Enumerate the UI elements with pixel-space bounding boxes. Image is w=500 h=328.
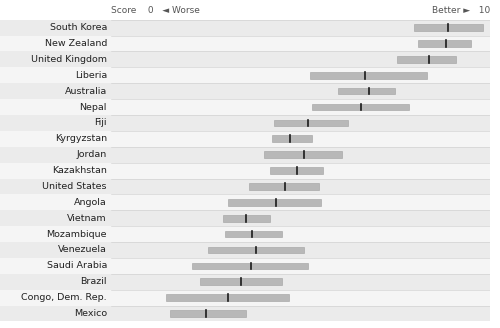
Text: Congo, Dem. Rep.: Congo, Dem. Rep. <box>22 293 107 302</box>
Bar <box>111 20 490 35</box>
FancyBboxPatch shape <box>272 135 312 142</box>
Text: Australia: Australia <box>65 87 107 96</box>
Bar <box>111 35 490 51</box>
Text: Jordan: Jordan <box>77 150 107 159</box>
FancyBboxPatch shape <box>208 247 304 253</box>
FancyBboxPatch shape <box>170 310 246 317</box>
Text: Mozambique: Mozambique <box>46 230 107 238</box>
Bar <box>111 67 490 83</box>
FancyBboxPatch shape <box>312 104 408 110</box>
FancyBboxPatch shape <box>264 151 342 158</box>
Bar <box>111 163 490 178</box>
FancyBboxPatch shape <box>250 183 320 190</box>
Bar <box>111 290 490 306</box>
Text: Saudi Arabia: Saudi Arabia <box>46 261 107 270</box>
Text: Liberia: Liberia <box>75 71 107 80</box>
Text: Kazakhstan: Kazakhstan <box>52 166 107 175</box>
FancyBboxPatch shape <box>166 294 289 301</box>
Text: Venezuela: Venezuela <box>58 245 107 255</box>
Bar <box>111 210 490 226</box>
Text: Score    0   ◄ Worse: Score 0 ◄ Worse <box>111 6 200 15</box>
FancyBboxPatch shape <box>397 56 456 63</box>
FancyBboxPatch shape <box>224 231 281 237</box>
Bar <box>111 274 490 290</box>
Text: South Korea: South Korea <box>50 23 107 32</box>
Text: Angola: Angola <box>74 198 107 207</box>
Text: Kyrgyzstan: Kyrgyzstan <box>55 134 107 143</box>
FancyBboxPatch shape <box>310 72 428 79</box>
Bar <box>111 258 490 274</box>
FancyBboxPatch shape <box>192 262 308 269</box>
FancyBboxPatch shape <box>200 278 281 285</box>
Bar <box>111 242 490 258</box>
FancyBboxPatch shape <box>270 167 323 174</box>
Text: United Kingdom: United Kingdom <box>31 55 107 64</box>
Bar <box>111 99 490 115</box>
FancyBboxPatch shape <box>223 215 270 221</box>
Text: New Zealand: New Zealand <box>44 39 107 48</box>
FancyBboxPatch shape <box>414 24 483 31</box>
Bar <box>111 115 490 131</box>
Bar <box>111 178 490 195</box>
Text: United States: United States <box>42 182 107 191</box>
Bar <box>111 306 490 321</box>
FancyBboxPatch shape <box>274 120 348 126</box>
Text: Mexico: Mexico <box>74 309 107 318</box>
Text: Vietnam: Vietnam <box>68 214 107 223</box>
Bar <box>111 147 490 163</box>
FancyBboxPatch shape <box>228 199 322 206</box>
Text: Fiji: Fiji <box>94 118 107 127</box>
Text: Better ►   10: Better ► 10 <box>432 6 490 15</box>
Bar <box>111 226 490 242</box>
FancyBboxPatch shape <box>418 40 471 47</box>
Bar <box>111 83 490 99</box>
FancyBboxPatch shape <box>338 88 395 94</box>
Text: Brazil: Brazil <box>80 277 107 286</box>
Text: Nepal: Nepal <box>80 103 107 112</box>
Bar <box>111 195 490 210</box>
Bar <box>111 51 490 67</box>
Bar <box>111 131 490 147</box>
